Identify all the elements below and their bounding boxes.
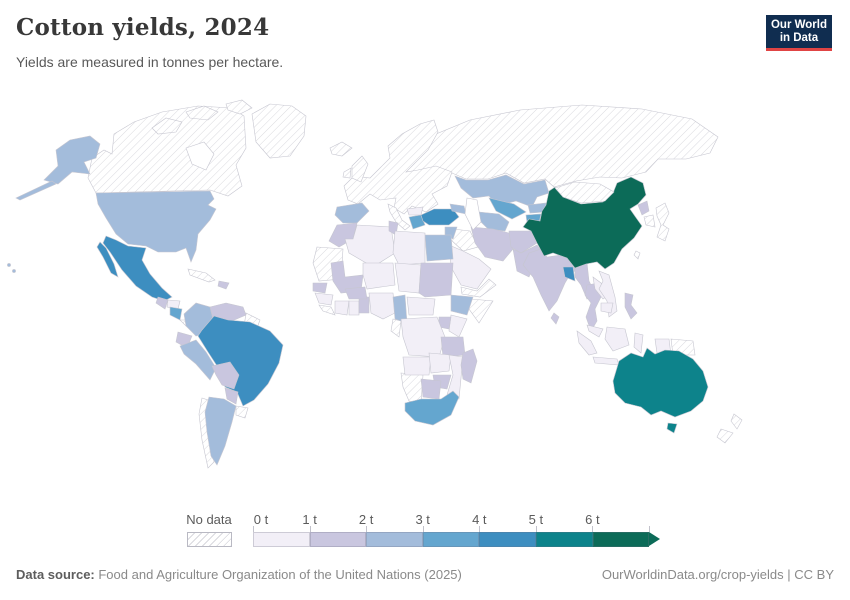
country-ethiopia[interactable]	[450, 294, 474, 316]
country-philippines[interactable]	[624, 292, 638, 320]
legend-segment-0-1[interactable]	[253, 532, 310, 547]
country-iceland[interactable]	[329, 141, 353, 157]
country-namibia[interactable]	[400, 372, 424, 404]
country-china[interactable]	[522, 176, 647, 270]
country-mexico[interactable]	[96, 235, 173, 302]
country-ireland[interactable]	[342, 167, 352, 179]
country-argentina[interactable]	[204, 396, 237, 466]
country-libya[interactable]	[392, 230, 426, 266]
country-australia[interactable]	[612, 347, 709, 434]
country-ivory-coast[interactable]	[334, 300, 350, 316]
country-kenya[interactable]	[448, 314, 468, 338]
legend-tick-label-5: 5 t	[528, 512, 544, 527]
country-chad[interactable]	[394, 262, 422, 294]
legend-no-data-swatch[interactable]	[187, 532, 232, 547]
legend-tick-label-2: 2 t	[358, 512, 374, 527]
legend-segment-6-plus[interactable]	[592, 532, 650, 547]
country-malaysia[interactable]	[586, 324, 604, 338]
legend-tick-label-0: 0 t	[253, 512, 269, 527]
country-taiwan[interactable]	[633, 250, 641, 260]
country-angola[interactable]	[402, 356, 432, 376]
country-ghana[interactable]	[348, 300, 360, 316]
country-haiti[interactable]	[217, 280, 230, 290]
water-hudson-bay	[185, 141, 215, 171]
legend-segment-4-5[interactable]	[479, 532, 536, 547]
legend-tick-label-3: 3 t	[415, 512, 430, 527]
country-burkina-faso[interactable]	[344, 286, 368, 300]
country-somalia[interactable]	[468, 298, 494, 324]
country-turkey[interactable]	[420, 208, 460, 226]
owid-logo[interactable]: Our World in Data	[766, 15, 832, 51]
legend-segment-3-4[interactable]	[422, 532, 480, 547]
country-sierra-leone-liberia[interactable]	[318, 304, 336, 316]
country-guatemala[interactable]	[155, 296, 169, 310]
country-sri-lanka[interactable]	[550, 312, 560, 325]
country-canada-arctic[interactable]	[151, 117, 183, 135]
page-subtitle: Yields are measured in tonnes per hectar…	[16, 54, 284, 70]
country-spain[interactable]	[334, 202, 370, 224]
legend-tick-label-4: 4 t	[472, 512, 487, 527]
country-guinea[interactable]	[314, 292, 334, 306]
country-egypt[interactable]	[424, 234, 454, 262]
water-caspian-sea	[464, 197, 482, 231]
country-south-korea[interactable]	[643, 214, 656, 228]
owid-logo-text: Our World in Data	[770, 18, 827, 44]
country-senegal[interactable]	[312, 282, 328, 294]
country-peru[interactable]	[179, 339, 217, 381]
country-gabon-congo[interactable]	[390, 318, 402, 338]
country-united-states[interactable]	[7, 135, 217, 273]
rights-text[interactable]: OurWorldinData.org/crop-yields | CC BY	[601, 567, 834, 582]
region-europe-nodata[interactable]	[343, 119, 453, 215]
country-nicaragua[interactable]	[169, 306, 183, 321]
country-uzbekistan[interactable]	[488, 197, 527, 220]
country-central-african-republic[interactable]	[406, 296, 436, 316]
country-south-africa[interactable]	[404, 390, 460, 426]
country-paraguay[interactable]	[224, 387, 239, 405]
country-dr-congo[interactable]	[400, 316, 446, 358]
country-botswana[interactable]	[420, 378, 442, 400]
country-uruguay[interactable]	[235, 405, 249, 419]
country-bangladesh[interactable]	[562, 266, 576, 282]
country-italy[interactable]	[387, 203, 411, 231]
legend-segment-1-2[interactable]	[309, 532, 367, 547]
country-canada-arctic[interactable]	[185, 105, 219, 121]
legend-tick-label-6: 6 t	[585, 512, 600, 527]
country-greenland[interactable]	[251, 103, 307, 159]
country-tanzania[interactable]	[440, 336, 466, 358]
country-mali[interactable]	[330, 260, 364, 294]
country-united-kingdom[interactable]	[351, 155, 369, 183]
country-russia[interactable]	[393, 104, 719, 188]
country-kazakhstan[interactable]	[454, 174, 550, 208]
country-japan[interactable]	[655, 202, 670, 242]
country-mongolia[interactable]	[554, 181, 615, 204]
legend-segment-2-3[interactable]	[366, 532, 423, 547]
country-cambodia[interactable]	[600, 302, 614, 314]
country-cuba[interactable]	[187, 268, 216, 283]
country-niger[interactable]	[362, 262, 396, 290]
legend-segment-5-6[interactable]	[535, 532, 593, 547]
country-greece[interactable]	[408, 214, 426, 230]
country-iran[interactable]	[470, 226, 514, 262]
country-sudan[interactable]	[418, 262, 454, 298]
country-new-zealand[interactable]	[716, 413, 743, 444]
legend-arrow	[649, 532, 661, 546]
country-canada[interactable]	[87, 105, 247, 197]
country-yemen-oman[interactable]	[460, 278, 497, 298]
country-afghanistan[interactable]	[508, 230, 538, 254]
legend-tick-label-1: 1 t	[302, 512, 317, 527]
country-zambia[interactable]	[428, 352, 452, 374]
page-title: Cotton yields, 2024	[16, 14, 270, 41]
data-source-text[interactable]: Data source: Food and Agriculture Organi…	[16, 567, 462, 582]
world-map	[7, 99, 743, 469]
country-madagascar[interactable]	[460, 348, 478, 384]
country-togo-benin[interactable]	[358, 296, 370, 314]
country-canada-arctic[interactable]	[225, 99, 253, 115]
legend-color-scale[interactable]	[253, 532, 661, 547]
country-north-korea[interactable]	[637, 200, 650, 216]
legend-no-data-label: No data	[186, 512, 232, 527]
country-bolivia[interactable]	[211, 361, 240, 390]
country-nigeria[interactable]	[368, 292, 396, 320]
